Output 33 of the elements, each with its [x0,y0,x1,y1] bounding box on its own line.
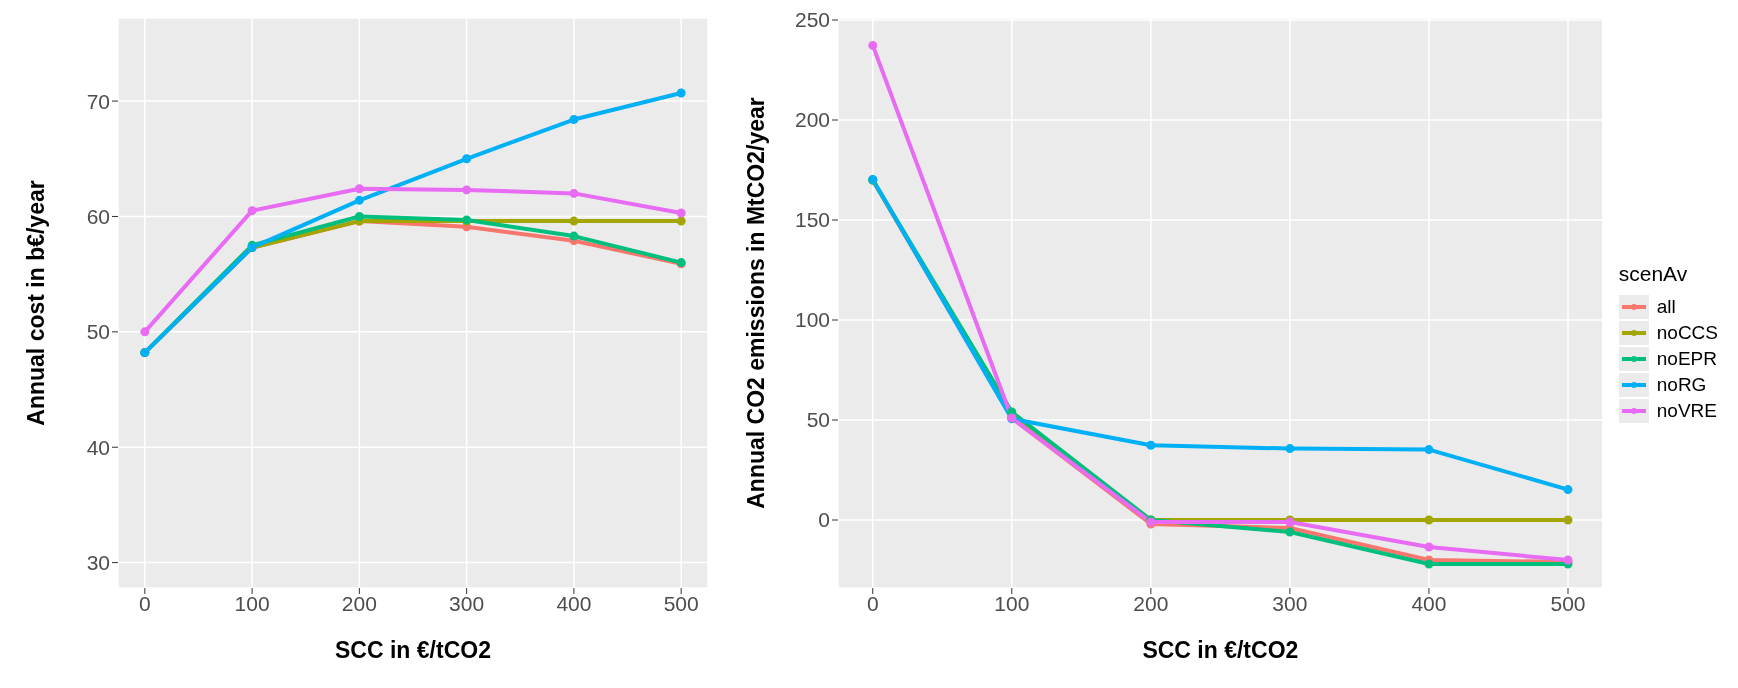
legend-label: noVRE [1656,400,1717,422]
x-tick-label: 300 [1272,591,1308,615]
y-tick-label: 70 [86,89,110,113]
x-tick-label: 300 [449,591,485,615]
y-tick-label: 200 [794,108,830,132]
y-tick-label: 50 [806,408,830,432]
x-tick-label: 200 [341,591,377,615]
y-tick-label: 0 [818,508,830,532]
y-tick-label: 100 [794,308,830,332]
legend-label: all [1656,296,1676,318]
y-tick-label: 40 [86,435,110,459]
legend-title: scenAv [1618,262,1689,286]
x-axis-title: SCC in €/tCO2 [335,637,491,663]
x-tick-label: 0 [138,591,151,615]
y-axis-title: Annual cost in b€/year [23,180,50,426]
y-tick-label: 250 [794,8,830,32]
x-tick-label: 0 [866,591,879,615]
x-tick-label: 400 [556,591,592,615]
y-tick-label: 150 [794,208,830,232]
legend-label: noEPR [1656,348,1717,370]
y-tick-label: 60 [86,204,110,228]
y-tick-label: 30 [86,551,110,575]
x-axis-title: SCC in €/tCO2 [1142,637,1299,663]
y-tick-label: 50 [86,320,110,344]
x-tick-label: 500 [663,591,699,615]
x-tick-label: 100 [994,591,1030,615]
x-tick-label: 500 [1550,591,1586,615]
x-tick-label: 100 [234,591,270,615]
x-tick-label: 400 [1411,591,1447,615]
x-tick-label: 200 [1133,591,1169,615]
y-axis-title: Annual CO2 emissions in MtCO2/year [743,97,770,509]
legend-label: noRG [1656,374,1707,396]
legend-label: noCCS [1656,322,1718,344]
